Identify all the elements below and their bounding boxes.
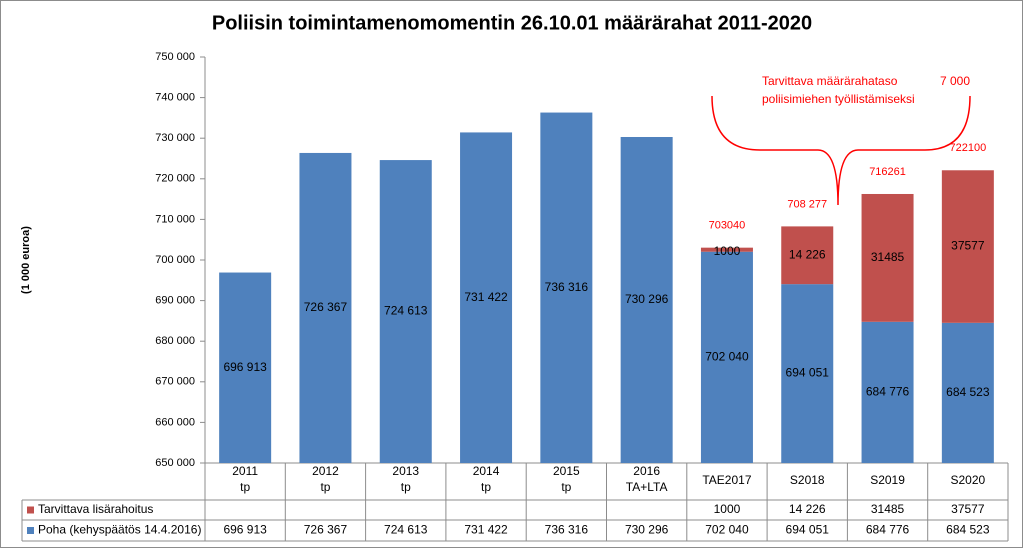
x-tick-label: 2012	[312, 464, 339, 478]
x-tick-label: TA+LTA	[626, 480, 668, 494]
y-tick-label: 730 000	[155, 132, 195, 144]
data-label: 1000	[714, 244, 741, 258]
y-tick-label: 710 000	[155, 213, 195, 225]
data-label: 31485	[871, 250, 905, 264]
data-label: 702 040	[705, 350, 749, 364]
y-tick-label: 750 000	[155, 51, 195, 63]
bar	[219, 272, 272, 463]
chart-title: Poliisin toimintamenomomentin 26.10.01 m…	[212, 12, 812, 34]
x-tick-label: tp	[401, 480, 411, 494]
y-tick-label: 720 000	[155, 173, 195, 185]
bar	[941, 322, 994, 463]
total-label: 716261	[869, 166, 906, 178]
table-cell: 14 226	[789, 502, 826, 516]
bar	[460, 132, 513, 463]
data-label: 37577	[951, 239, 985, 253]
total-label: 708 277	[787, 198, 827, 210]
x-tick-label: 2014	[473, 464, 500, 478]
table-cell: 731 422	[464, 523, 508, 537]
y-tick-label: 650 000	[155, 457, 195, 469]
bar	[620, 136, 673, 464]
x-tick-label: tp	[481, 480, 491, 494]
table-cell: 31485	[871, 502, 905, 516]
bar	[700, 251, 753, 463]
table-cell: 724 613	[384, 523, 428, 537]
x-tick-label: S2020	[950, 473, 985, 487]
y-axis-label: (1 000 euroa)	[20, 226, 32, 294]
data-label: 684 523	[946, 385, 990, 399]
annotation-text: 7 000	[940, 74, 970, 88]
bar	[861, 193, 914, 322]
y-tick-label: 690 000	[155, 295, 195, 307]
y-tick-label: 670 000	[155, 376, 195, 388]
data-label: 730 296	[625, 292, 669, 306]
table-cell: 730 296	[625, 523, 669, 537]
x-tick-label: tp	[561, 480, 571, 494]
annotation-text: Tarvittava määrärahataso	[762, 74, 898, 88]
legend-swatch	[27, 527, 34, 534]
data-label: 736 316	[545, 280, 589, 294]
total-label: 703040	[709, 220, 746, 232]
total-label: 722100	[949, 142, 986, 154]
data-label: 694 051	[786, 366, 830, 380]
x-tick-label: 2013	[392, 464, 419, 478]
table-cell: 694 051	[786, 523, 830, 537]
x-tick-label: tp	[320, 480, 330, 494]
data-label: 724 613	[384, 304, 428, 318]
legend-label: Poha (kehyspäätös 14.4.2016)	[38, 523, 201, 537]
y-tick-label: 740 000	[155, 92, 195, 104]
legend-swatch	[27, 506, 34, 514]
bar	[861, 321, 914, 463]
x-tick-label: tp	[240, 480, 250, 494]
data-label: 684 776	[866, 385, 910, 399]
table-cell: 702 040	[705, 523, 749, 537]
table-cell: 1000	[714, 502, 741, 516]
data-label: 731 422	[464, 290, 508, 304]
data-label: 696 913	[223, 360, 267, 374]
x-tick-label: S2019	[870, 473, 905, 487]
table-cell: 684 776	[866, 523, 910, 537]
x-tick-label: TAE2017	[702, 473, 751, 487]
x-tick-label: 2016	[633, 464, 660, 478]
annotation-text: poliisimiehen työllistämiseksi	[762, 92, 915, 106]
table-cell: 37577	[951, 502, 985, 516]
table-cell: 726 367	[304, 523, 348, 537]
bar	[941, 170, 994, 323]
bar	[700, 247, 753, 252]
bar	[299, 152, 352, 463]
data-label: 726 367	[304, 300, 348, 314]
table-cell: 684 523	[946, 523, 990, 537]
table-cell: 736 316	[545, 523, 589, 537]
x-tick-label: 2011	[232, 464, 258, 478]
legend-label: Tarvittava lisärahoitus	[38, 502, 153, 516]
bar	[540, 112, 593, 463]
bar	[781, 226, 834, 285]
bar	[781, 284, 834, 463]
y-tick-label: 680 000	[155, 335, 195, 347]
table-cell: 696 913	[223, 523, 267, 537]
y-tick-label: 700 000	[155, 254, 195, 266]
bar	[379, 160, 432, 463]
data-label: 14 226	[789, 247, 826, 261]
y-tick-label: 660 000	[155, 416, 195, 428]
x-tick-label: S2018	[790, 473, 825, 487]
annotation-brace	[711, 95, 971, 206]
x-tick-label: 2015	[553, 464, 580, 478]
